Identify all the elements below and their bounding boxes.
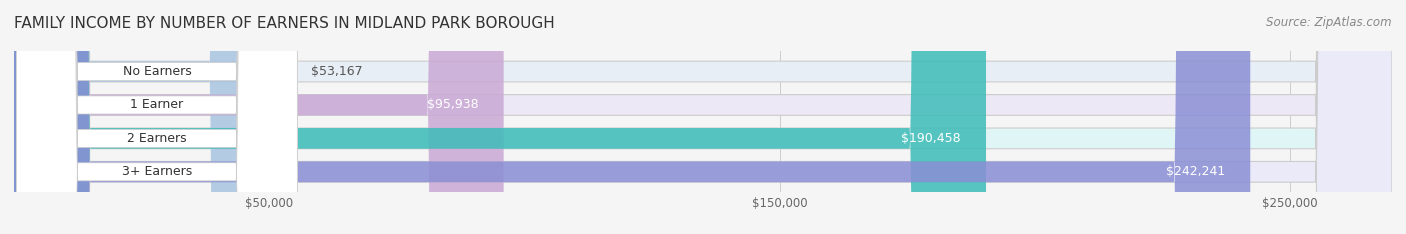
FancyBboxPatch shape (17, 0, 297, 234)
FancyBboxPatch shape (14, 0, 285, 234)
FancyBboxPatch shape (14, 0, 503, 234)
FancyBboxPatch shape (17, 0, 297, 234)
FancyBboxPatch shape (17, 0, 297, 234)
FancyBboxPatch shape (14, 0, 1250, 234)
FancyBboxPatch shape (14, 0, 1392, 234)
Text: 1 Earner: 1 Earner (131, 99, 184, 111)
Text: $53,167: $53,167 (311, 65, 363, 78)
Text: $95,938: $95,938 (426, 99, 478, 111)
Text: Source: ZipAtlas.com: Source: ZipAtlas.com (1267, 16, 1392, 29)
Text: $242,241: $242,241 (1166, 165, 1225, 178)
FancyBboxPatch shape (14, 0, 1392, 234)
FancyBboxPatch shape (17, 0, 297, 234)
FancyBboxPatch shape (14, 0, 1392, 234)
Text: $190,458: $190,458 (901, 132, 960, 145)
Text: 3+ Earners: 3+ Earners (122, 165, 193, 178)
Text: 2 Earners: 2 Earners (127, 132, 187, 145)
FancyBboxPatch shape (14, 0, 986, 234)
Text: FAMILY INCOME BY NUMBER OF EARNERS IN MIDLAND PARK BOROUGH: FAMILY INCOME BY NUMBER OF EARNERS IN MI… (14, 16, 555, 31)
FancyBboxPatch shape (14, 0, 1392, 234)
Text: No Earners: No Earners (122, 65, 191, 78)
